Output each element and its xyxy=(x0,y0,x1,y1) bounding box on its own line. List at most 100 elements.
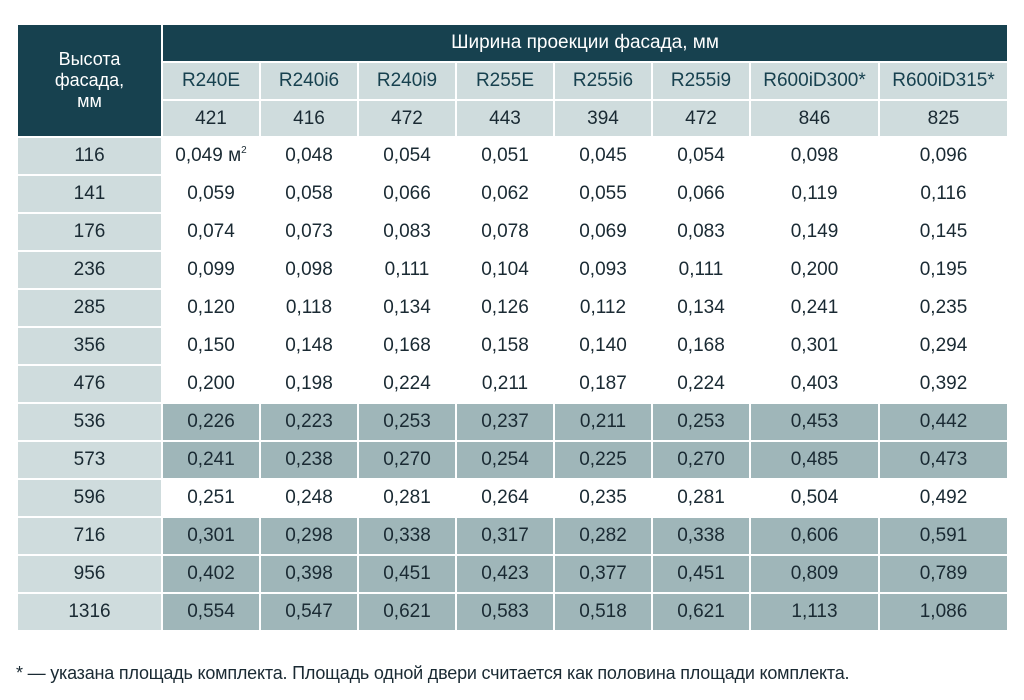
area-value: 0,145 xyxy=(880,214,1007,250)
table-row: 116 0,049 м2 0,048 0,054 0,051 0,045 0,054 0,09… xyxy=(18,138,1007,174)
area-value: 0,223 xyxy=(261,404,357,440)
model-header: R255i6 xyxy=(555,63,651,99)
area-value: 0,048 xyxy=(261,138,357,174)
unit-label: м xyxy=(228,145,242,166)
area-value: 0,485 xyxy=(751,442,878,478)
height-value: 356 xyxy=(18,328,161,364)
area-value: 0,134 xyxy=(359,290,455,326)
table-row: 141 0,059 0,058 0,066 0,062 0,055 0,066 0,119 0,… xyxy=(18,176,1007,212)
area-value: 0,158 xyxy=(457,328,553,364)
area-value: 0,270 xyxy=(653,442,749,478)
area-value: 0,226 xyxy=(163,404,259,440)
table-row: 596 0,251 0,248 0,281 0,264 0,235 0,281 0,504 0,… xyxy=(18,480,1007,516)
area-value: 1,113 xyxy=(751,594,878,630)
width-value: 472 xyxy=(653,101,749,136)
area-value: 0,051 xyxy=(457,138,553,174)
height-header-line-2: фасада, xyxy=(54,70,125,90)
area-value: 0,473 xyxy=(880,442,1007,478)
area-value: 0,392 xyxy=(880,366,1007,402)
area-value: 0,281 xyxy=(653,480,749,516)
area-value: 0,264 xyxy=(457,480,553,516)
area-value: 0,591 xyxy=(880,518,1007,554)
table-row: 236 0,099 0,098 0,111 0,104 0,093 0,111 0,200 0,… xyxy=(18,252,1007,288)
area-value: 0,049 м2 xyxy=(163,138,259,174)
area-value: 0,116 xyxy=(880,176,1007,212)
height-value: 176 xyxy=(18,214,161,250)
model-header: R255i9 xyxy=(653,63,749,99)
area-value: 0,148 xyxy=(261,328,357,364)
area-value: 0,045 xyxy=(555,138,651,174)
area-value: 0,492 xyxy=(880,480,1007,516)
area-value: 0,099 xyxy=(163,252,259,288)
area-value: 0,134 xyxy=(653,290,749,326)
area-value: 1,086 xyxy=(880,594,1007,630)
area-value: 0,237 xyxy=(457,404,553,440)
area-value: 0,150 xyxy=(163,328,259,364)
area-value: 0,054 xyxy=(359,138,455,174)
footnote: * — указана площадь комплекта. Площадь о… xyxy=(16,663,850,683)
table-row: 956 0,402 0,398 0,451 0,423 0,377 0,451 0,809 0,… xyxy=(18,556,1007,592)
models-row: R240E R240i6 R240i9 R255E R255i6 R255i9 R600iD… xyxy=(18,63,1007,99)
area-value: 0,235 xyxy=(880,290,1007,326)
area-value: 0,241 xyxy=(163,442,259,478)
area-value: 0,200 xyxy=(751,252,878,288)
area-value: 0,059 xyxy=(163,176,259,212)
table-row: 476 0,200 0,198 0,224 0,211 0,187 0,224 0,403 0,… xyxy=(18,366,1007,402)
area-value: 0,301 xyxy=(751,328,878,364)
height-value: 573 xyxy=(18,442,161,478)
width-value: 421 xyxy=(163,101,259,136)
area-value: 0,120 xyxy=(163,290,259,326)
width-title: Ширина проекции фасада, мм xyxy=(163,25,1007,61)
table-row: 1316 0,554 0,547 0,621 0,583 0,518 0,621 1,113 1… xyxy=(18,594,1007,630)
area-value: 0,301 xyxy=(163,518,259,554)
width-value: 394 xyxy=(555,101,651,136)
area-value: 0,118 xyxy=(261,290,357,326)
area-value: 0,098 xyxy=(261,252,357,288)
area-value: 0,377 xyxy=(555,556,651,592)
area-value: 0,211 xyxy=(457,366,553,402)
area-value: 0,066 xyxy=(653,176,749,212)
model-header: R240E xyxy=(163,63,259,99)
height-header: Высота фасада, мм xyxy=(18,25,161,136)
width-value: 443 xyxy=(457,101,553,136)
area-value: 0,789 xyxy=(880,556,1007,592)
area-value: 0,224 xyxy=(359,366,455,402)
width-value: 825 xyxy=(880,101,1007,136)
area-value: 0,241 xyxy=(751,290,878,326)
area-value: 0,187 xyxy=(555,366,651,402)
area-value: 0,224 xyxy=(653,366,749,402)
height-value: 1316 xyxy=(18,594,161,630)
unit-superscript: 2 xyxy=(241,145,247,156)
width-value: 416 xyxy=(261,101,357,136)
height-value: 236 xyxy=(18,252,161,288)
area-value: 0,066 xyxy=(359,176,455,212)
height-value: 476 xyxy=(18,366,161,402)
area-value: 0,402 xyxy=(163,556,259,592)
model-header: R600iD300* xyxy=(751,63,878,99)
height-value: 716 xyxy=(18,518,161,554)
height-header-line-1: Высота xyxy=(58,49,121,69)
area-value: 0,083 xyxy=(653,214,749,250)
area-value: 0,074 xyxy=(163,214,259,250)
height-value: 116 xyxy=(18,138,161,174)
area-value: 0,200 xyxy=(163,366,259,402)
area-number: 0,049 xyxy=(175,145,223,166)
model-header: R240i9 xyxy=(359,63,455,99)
area-value: 0,621 xyxy=(359,594,455,630)
area-value: 0,126 xyxy=(457,290,553,326)
area-value: 0,054 xyxy=(653,138,749,174)
height-value: 141 xyxy=(18,176,161,212)
table-row: 536 0,226 0,223 0,253 0,237 0,211 0,253 0,453 0,… xyxy=(18,404,1007,440)
table-row: 356 0,150 0,148 0,168 0,158 0,140 0,168 0,301 0,… xyxy=(18,328,1007,364)
table-row: 285 0,120 0,118 0,134 0,126 0,112 0,134 0,241 0,… xyxy=(18,290,1007,326)
area-value: 0,096 xyxy=(880,138,1007,174)
model-header: R600iD315* xyxy=(880,63,1007,99)
area-value: 0,140 xyxy=(555,328,651,364)
area-value: 0,294 xyxy=(880,328,1007,364)
area-value: 0,253 xyxy=(653,404,749,440)
area-value: 0,055 xyxy=(555,176,651,212)
area-value: 0,111 xyxy=(653,252,749,288)
area-value: 0,453 xyxy=(751,404,878,440)
area-value: 0,248 xyxy=(261,480,357,516)
model-header: R255E xyxy=(457,63,553,99)
